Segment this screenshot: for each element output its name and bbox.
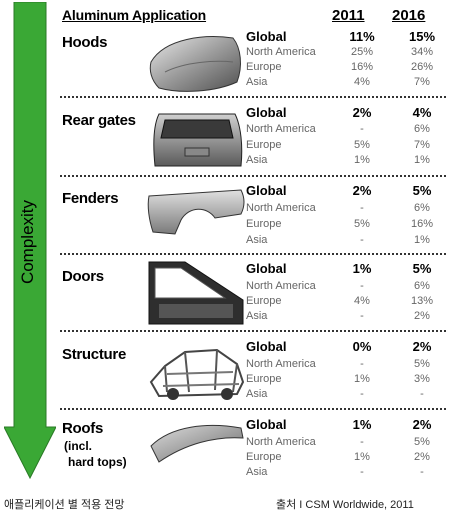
application-name: Hoods — [62, 34, 108, 51]
section-divider — [60, 96, 446, 98]
table-row: North America - 5% — [246, 436, 430, 448]
table-row: Global 2% 5% — [246, 183, 432, 198]
table-row: North America - 6% — [246, 123, 430, 135]
application-name: Fenders — [62, 190, 119, 207]
table-row: Global 11% 15% — [246, 29, 436, 44]
year-2016-header: 2016 — [392, 7, 426, 24]
rear-gate-icon — [153, 113, 243, 167]
table-row: Asia - 2% — [246, 310, 430, 322]
table-row: North America 25% 34% — [246, 46, 434, 58]
section-structure: Structure Global 0% 2% North America - 5… — [60, 340, 448, 404]
table-row: Asia - 1% — [246, 234, 430, 246]
table-row: Europe 16% 26% — [246, 61, 434, 73]
section-fenders: Fenders Global 2% 5% North America - 6% … — [60, 184, 448, 250]
complexity-arrow — [4, 2, 56, 480]
table-row: Asia - - — [246, 466, 424, 478]
section-divider — [60, 253, 446, 255]
source-credit: 출처 I CSM Worldwide, 2011 — [276, 499, 414, 511]
application-name: Roofs — [62, 420, 103, 437]
table-row: North America - 5% — [246, 358, 430, 370]
table-row: Global 1% 5% — [246, 261, 432, 276]
section-hoods: Hoods Global 11% 15% North America 25% 3… — [60, 30, 448, 94]
section-divider — [60, 408, 446, 410]
section-divider — [60, 175, 446, 177]
table-row: Global 1% 2% — [246, 417, 432, 432]
application-name: Structure — [62, 346, 126, 363]
table-row: Asia - - — [246, 388, 424, 400]
table-row: Asia 1% 1% — [246, 154, 430, 166]
table-row: Europe 5% 7% — [246, 139, 430, 151]
table-row: Europe 1% 3% — [246, 373, 430, 385]
year-2011-header: 2011 — [332, 7, 365, 24]
table-row: Europe 1% 2% — [246, 451, 430, 463]
door-icon — [148, 261, 244, 325]
table-row: Europe 4% 13% — [246, 295, 434, 307]
section-rear-gates: Rear gates Global 2% 4% North America - … — [60, 106, 448, 170]
fender-icon — [147, 189, 245, 235]
roof-icon — [150, 424, 244, 463]
application-name: Doors — [62, 268, 104, 285]
application-header: Aluminum Application — [62, 7, 207, 23]
section-divider — [60, 330, 446, 332]
section-roofs: Roofs (incl. hard tops) Global 1% 2% Nor… — [60, 418, 448, 484]
application-subtitle: (incl. — [64, 439, 93, 453]
table-row: Europe 5% 16% — [246, 218, 434, 230]
hood-icon — [149, 36, 241, 92]
body-structure-icon — [149, 348, 245, 400]
application-subtitle: hard tops) — [68, 455, 127, 469]
table-row: Global 2% 4% — [246, 105, 432, 120]
table-row: North America - 6% — [246, 202, 430, 214]
table-row: Asia 4% 7% — [246, 76, 430, 88]
table-row: Global 0% 2% — [246, 339, 432, 354]
table-row: North America - 6% — [246, 280, 430, 292]
section-doors: Doors Global 1% 5% North America - 6% Eu… — [60, 261, 448, 328]
application-name: Rear gates — [62, 112, 136, 129]
complexity-label: Complexity — [18, 199, 37, 285]
caption: 애플리케이션 별 적용 전망 — [4, 499, 125, 511]
